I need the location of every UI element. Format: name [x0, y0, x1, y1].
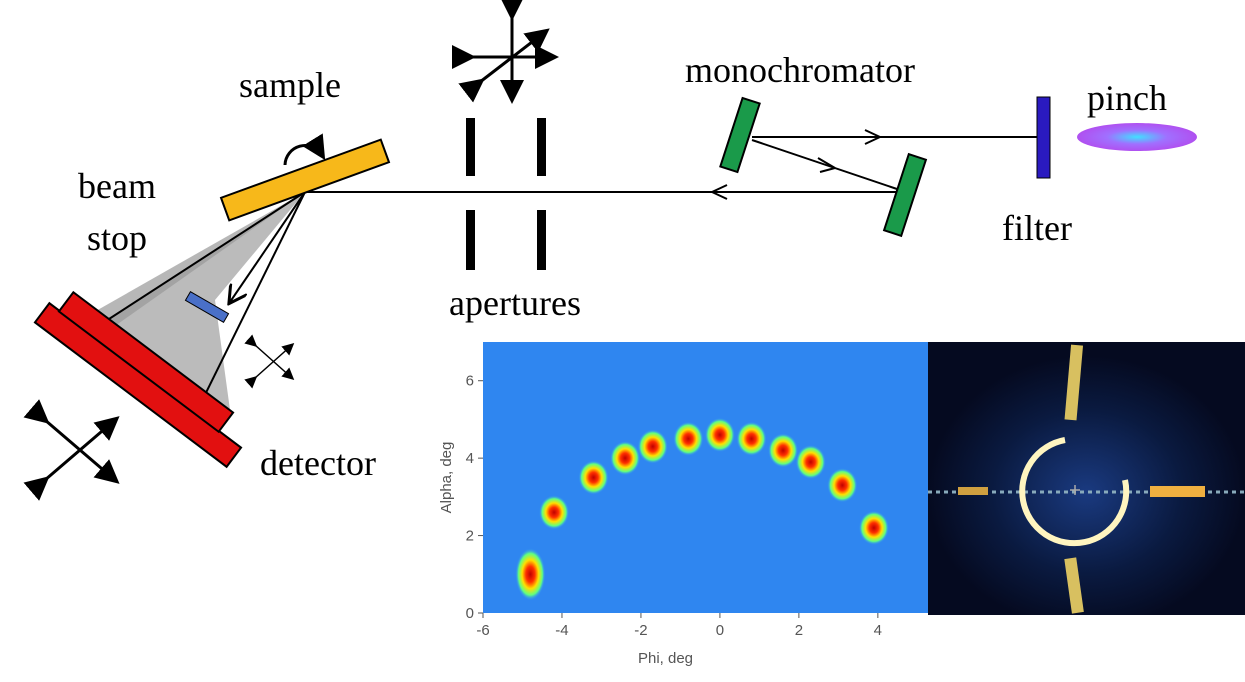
- x-tick-label: 2: [795, 622, 803, 639]
- scattering-image: [928, 342, 1245, 615]
- heatmap: [483, 342, 928, 613]
- label: beam: [78, 166, 156, 206]
- y-tick-label: 0: [466, 605, 474, 622]
- spot: [579, 461, 609, 495]
- spot: [539, 495, 569, 529]
- spot: [515, 548, 545, 600]
- label: stop: [87, 218, 147, 258]
- x-tick-label: -6: [476, 622, 489, 639]
- x-tick-label: 4: [874, 622, 882, 639]
- x-tick-label: -2: [634, 622, 647, 639]
- label: apertures: [449, 283, 581, 323]
- spot: [638, 430, 668, 464]
- spot: [796, 445, 826, 479]
- y-axis-label: Alpha, deg: [438, 442, 455, 514]
- x-axis-label: Phi, deg: [638, 650, 693, 667]
- label: pinch: [1087, 78, 1167, 118]
- y-tick-label: 2: [466, 528, 474, 545]
- spot: [610, 441, 640, 475]
- y-tick-label: 4: [466, 450, 474, 467]
- diagram: sample beam stop apertures monochromator…: [0, 0, 1245, 682]
- y-tick-label: 6: [466, 373, 474, 390]
- label: filter: [1002, 208, 1072, 248]
- label: monochromator: [685, 50, 915, 90]
- spot: [859, 511, 889, 545]
- spot: [737, 422, 767, 456]
- label: detector: [260, 443, 376, 483]
- spot: [827, 468, 857, 502]
- x-tick-label: -4: [555, 622, 568, 639]
- spot: [768, 433, 798, 467]
- spot: [673, 422, 703, 456]
- spot: [705, 418, 735, 452]
- x-tick-label: 0: [716, 622, 724, 639]
- label: sample: [239, 65, 341, 105]
